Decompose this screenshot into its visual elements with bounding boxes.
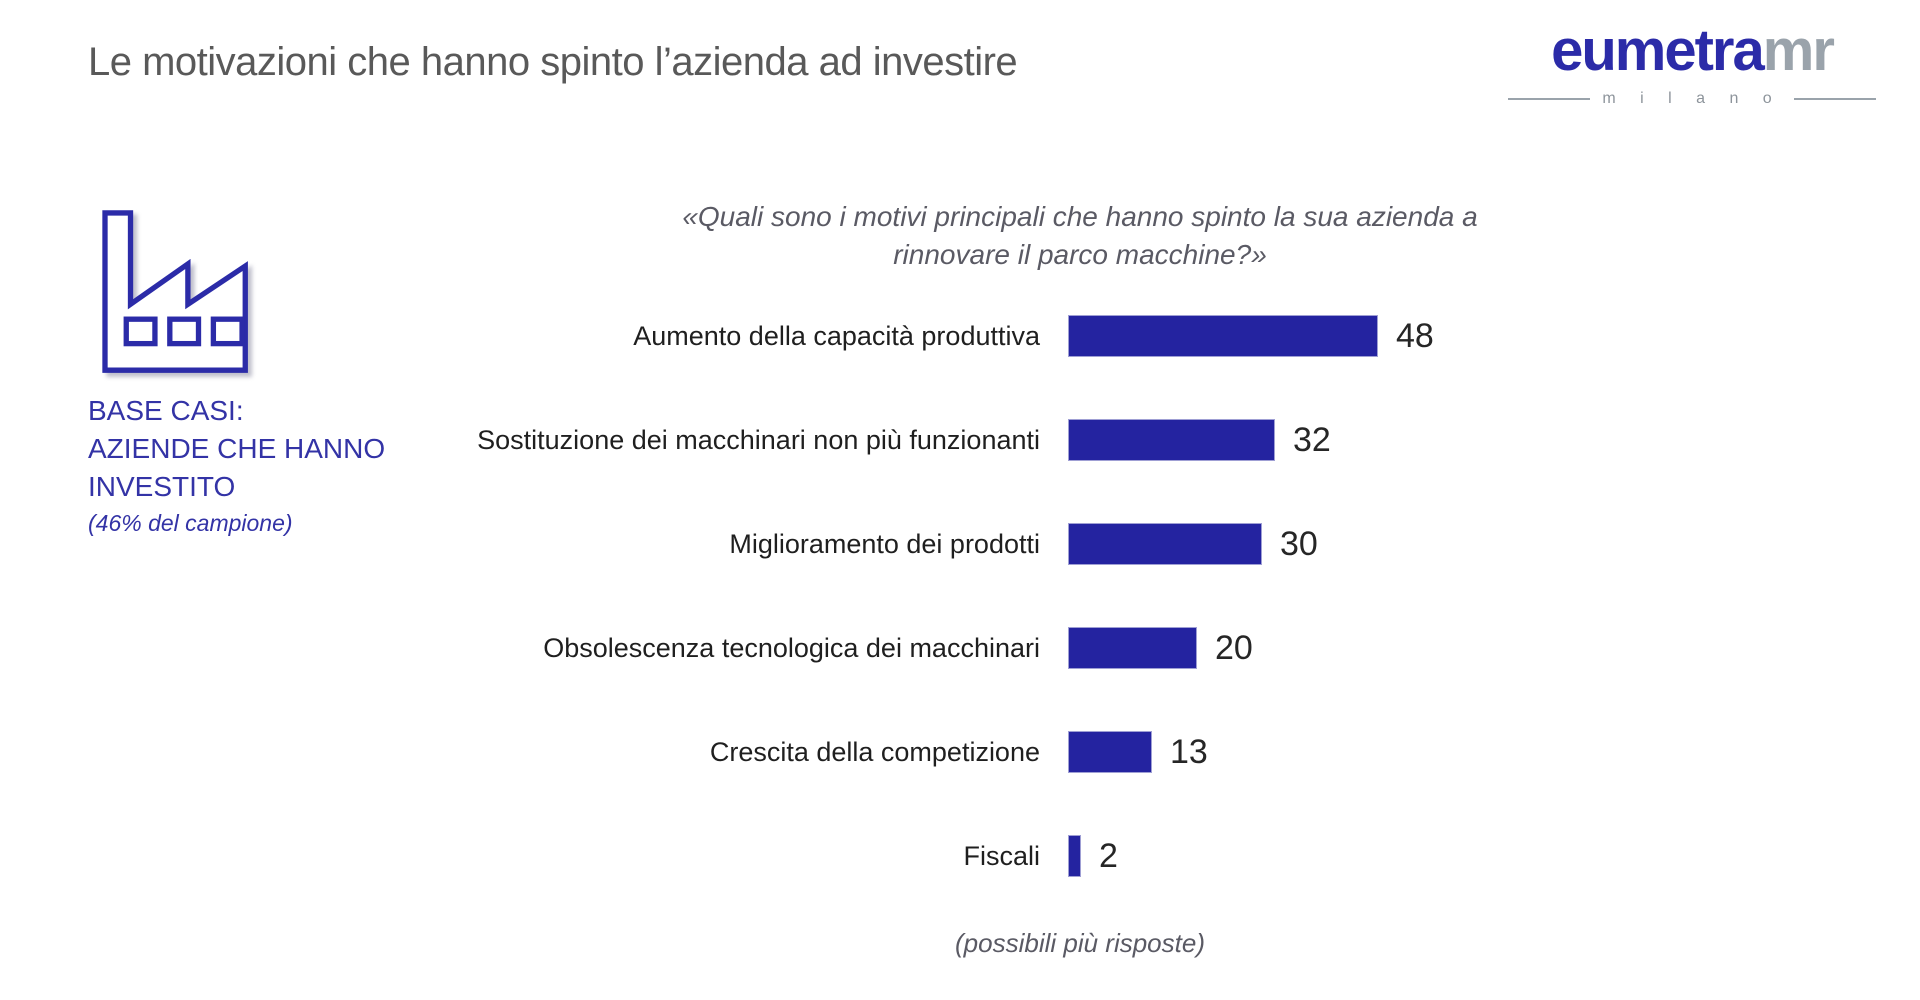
bar-value: 20 — [1215, 628, 1253, 667]
base-casi-line2: AZIENDE CHE HANNO — [88, 433, 386, 464]
bar-label: Crescita della competizione — [709, 736, 1040, 767]
base-casi-line3: INVESTITO — [88, 471, 236, 502]
logo-rule-left — [1508, 98, 1591, 100]
bar — [1068, 523, 1262, 565]
base-casi-note: (46% del campione) — [88, 510, 293, 536]
bar-label: Fiscali — [963, 840, 1040, 871]
bar — [1068, 731, 1152, 773]
logo-subline: m i l a n o — [1502, 90, 1882, 108]
bar-chart: Aumento della capacità produttiva 48 Sos… — [60, 284, 1880, 908]
bar-label: Obsolescenza tecnologica dei macchinari — [543, 632, 1040, 663]
bar-chart-row: Crescita della competizione 13 — [60, 700, 1880, 804]
bar — [1068, 835, 1081, 877]
chart-footnote: (possibili più risposte) — [955, 928, 1205, 958]
survey-question-line1: «Quali sono i motivi principali che hann… — [682, 201, 1478, 232]
logo-text-secondary: mr — [1762, 18, 1835, 83]
page-title: Le motivazioni che hanno spinto l’aziend… — [88, 40, 1018, 84]
bar-label: Aumento della capacità produttiva — [633, 320, 1040, 351]
bar-chart-row: Fiscali 2 — [60, 804, 1880, 908]
bar-chart-row: Sostituzione dei macchinari non più funz… — [60, 388, 1880, 492]
bar-value: 13 — [1170, 732, 1208, 771]
survey-question: «Quali sono i motivi principali che hann… — [460, 198, 1700, 274]
base-casi-line1: BASE CASI: — [88, 395, 244, 426]
bar-chart-row: Aumento della capacità produttiva 48 — [60, 284, 1880, 388]
bar — [1068, 315, 1378, 357]
bar-chart-row: Obsolescenza tecnologica dei macchinari … — [60, 596, 1880, 700]
logo-wordmark: eumetramr — [1502, 22, 1882, 80]
logo-city-label: m i l a n o — [1602, 90, 1782, 107]
bar-label: Miglioramento dei prodotti — [729, 528, 1040, 559]
bar-value: 2 — [1099, 836, 1118, 875]
logo-rule-right — [1793, 98, 1877, 100]
bar — [1068, 419, 1275, 461]
survey-question-line2: rinnovare il parco macchine?» — [893, 239, 1267, 270]
base-casi-block: BASE CASI: AZIENDE CHE HANNO INVESTITO (… — [88, 392, 418, 537]
bar — [1068, 627, 1197, 669]
eumetra-logo: eumetramr m i l a n o — [1502, 22, 1882, 108]
bar-value: 48 — [1396, 316, 1434, 355]
factory-icon — [102, 210, 248, 373]
bar-chart-row: Miglioramento dei prodotti 30 — [60, 492, 1880, 596]
bar-label: Sostituzione dei macchinari non più funz… — [477, 424, 1040, 455]
bar-value: 32 — [1293, 420, 1331, 459]
bar-value: 30 — [1280, 524, 1318, 563]
logo-text-primary: eumetra — [1551, 18, 1765, 83]
